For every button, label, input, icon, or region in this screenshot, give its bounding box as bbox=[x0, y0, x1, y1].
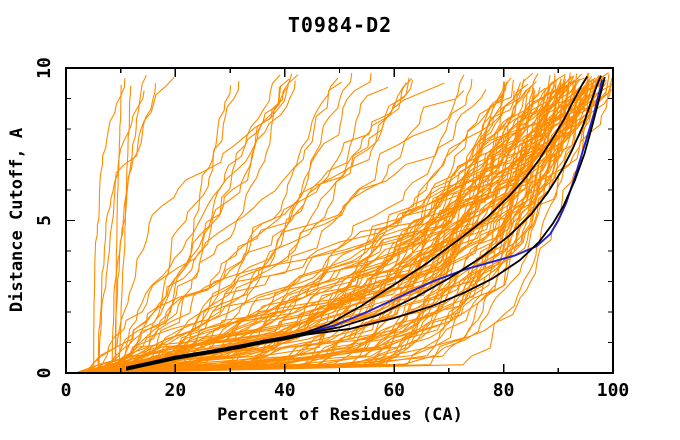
ensemble-curve bbox=[95, 89, 505, 374]
ensemble-curve bbox=[79, 83, 552, 374]
ensemble-curve bbox=[78, 75, 575, 374]
ensemble-curve bbox=[118, 85, 132, 374]
ensemble-curve bbox=[86, 86, 551, 374]
ensemble-curve bbox=[84, 89, 519, 374]
ensemble-curve bbox=[101, 80, 296, 374]
ensemble-curve bbox=[82, 78, 562, 374]
ensemble-curve bbox=[98, 77, 175, 373]
model-black-3 bbox=[126, 76, 606, 371]
x-tick-label: 100 bbox=[597, 380, 630, 401]
ensemble-curve bbox=[97, 90, 145, 373]
ensemble-curve bbox=[94, 86, 389, 374]
ensemble-curve bbox=[79, 79, 595, 374]
ensemble-curve bbox=[109, 84, 282, 374]
ensemble-curve bbox=[75, 87, 587, 374]
ensemble-curve bbox=[107, 74, 465, 374]
axis-ticks bbox=[65, 67, 614, 374]
ensemble-curve bbox=[90, 90, 587, 374]
ensemble-curve bbox=[89, 79, 597, 374]
ensemble-curve bbox=[79, 77, 604, 374]
ensemble-curve bbox=[77, 87, 546, 374]
ensemble-curve bbox=[98, 87, 603, 374]
y-tick-label: 5 bbox=[34, 215, 55, 226]
y-tick-label: 0 bbox=[34, 368, 55, 379]
ensemble-curve bbox=[80, 82, 522, 374]
model-black-2 bbox=[126, 75, 602, 370]
y-axis-label: Distance Cutoff, A bbox=[7, 127, 27, 313]
ensemble-curve bbox=[89, 79, 576, 374]
ensemble-curve bbox=[93, 89, 527, 374]
ensemble-curve bbox=[93, 78, 126, 373]
ensemble-curve bbox=[103, 88, 287, 374]
ensemble-curve bbox=[77, 89, 531, 374]
ensemble-curve bbox=[75, 90, 577, 374]
ensemble-curve bbox=[96, 89, 487, 374]
x-tick-label: 60 bbox=[383, 380, 405, 401]
ensemble-curve bbox=[114, 83, 157, 373]
ensemble-curve bbox=[88, 83, 577, 374]
ensemble-curve bbox=[99, 74, 551, 374]
ensemble-curve bbox=[85, 72, 571, 374]
ensemble-curve bbox=[84, 80, 607, 374]
x-tick-label: 80 bbox=[493, 380, 515, 401]
ensemble-curve bbox=[112, 85, 232, 374]
ensemble-curve bbox=[95, 79, 514, 374]
ensemble-curve bbox=[111, 74, 147, 373]
ensemble-curve bbox=[74, 74, 566, 374]
x-tick-label: 0 bbox=[61, 380, 72, 401]
ensemble-curve bbox=[90, 77, 596, 374]
ensemble-curve bbox=[102, 89, 561, 374]
ensemble-curve bbox=[82, 83, 529, 374]
y-tick-label: 10 bbox=[34, 57, 55, 79]
chart-title: T0984-D2 bbox=[287, 13, 393, 37]
x-axis-label: Percent of Residues (CA) bbox=[217, 405, 463, 425]
ensemble-curve bbox=[85, 74, 299, 374]
ensemble-curve bbox=[91, 73, 556, 374]
x-tick-label: 20 bbox=[165, 380, 187, 401]
ensemble-curve bbox=[79, 86, 611, 374]
tick-labels: 0 20 40 60 80 100 0 5 10 bbox=[34, 57, 629, 401]
x-tick-label: 40 bbox=[274, 380, 296, 401]
ensemble-curve bbox=[91, 81, 342, 374]
ensemble-curves bbox=[74, 72, 614, 374]
ensemble-curve bbox=[76, 89, 589, 374]
model-black-1 bbox=[126, 76, 589, 369]
highlight-curves bbox=[125, 75, 606, 371]
ensemble-curve bbox=[83, 88, 559, 374]
